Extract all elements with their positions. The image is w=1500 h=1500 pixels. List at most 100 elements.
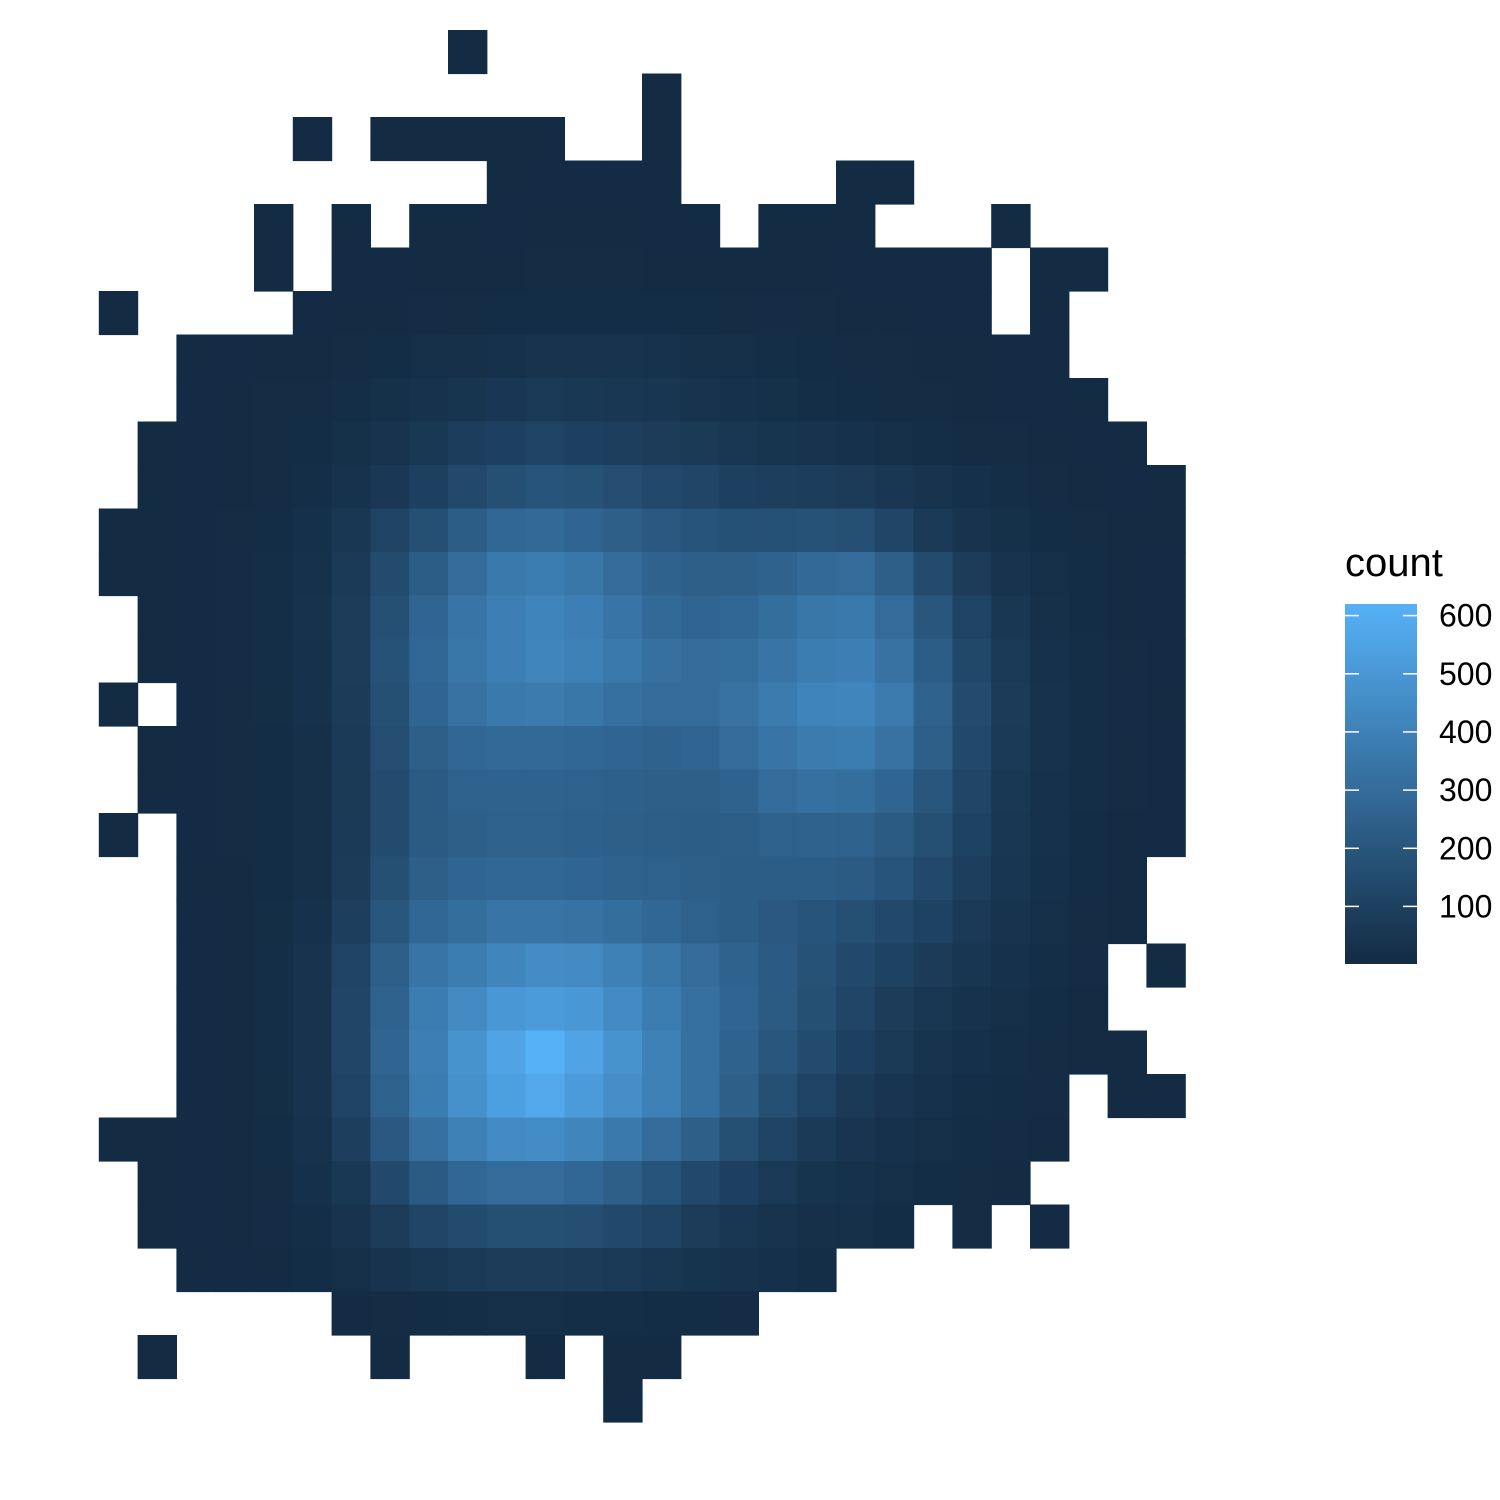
heatmap-tile (797, 1248, 837, 1293)
heatmap-tile (486, 1074, 527, 1119)
heatmap-tile (370, 247, 410, 292)
heatmap-tile (409, 682, 449, 727)
heatmap-tile (292, 987, 333, 1032)
heatmap-tile (292, 1161, 333, 1206)
heatmap-tile (525, 117, 565, 162)
heatmap-tile (642, 987, 682, 1032)
heatmap-tile (370, 291, 410, 336)
heatmap-tile (758, 726, 798, 771)
heatmap-tile (448, 247, 488, 292)
heatmap-tile (758, 247, 798, 292)
heatmap-tile (642, 291, 682, 336)
heatmap-tile (603, 639, 643, 684)
heatmap-tile (370, 726, 410, 771)
heatmap-tile (603, 856, 643, 901)
heatmap-tile (603, 813, 643, 858)
heatmap-tile (254, 682, 294, 727)
heatmap-tile (952, 987, 992, 1032)
heatmap-tile (525, 682, 565, 727)
heatmap-tile (758, 639, 798, 684)
heatmap-tile (409, 421, 449, 466)
legend-tick-label: 500 (1439, 656, 1492, 692)
heatmap-tile (836, 900, 876, 945)
heatmap-tile (176, 1248, 216, 1293)
heatmap-tile (797, 726, 837, 771)
legend-tick-label: 200 (1439, 830, 1492, 866)
heatmap-tile (98, 291, 139, 336)
heatmap-tile (836, 943, 876, 988)
heatmap-tile (525, 856, 565, 901)
heatmap-tile (176, 1204, 216, 1249)
heatmap-tile (797, 1204, 837, 1249)
heatmap-tile (1146, 465, 1186, 510)
heatmap-tile (642, 334, 682, 379)
heatmap-tile (292, 508, 333, 553)
heatmap-tile (642, 465, 682, 510)
heatmap-tile (137, 508, 177, 553)
heatmap-tile (1068, 639, 1109, 684)
heatmap-tile (254, 421, 294, 466)
heatmap-tile (486, 639, 527, 684)
heatmap-tile (564, 334, 604, 379)
heatmap-tile (797, 639, 837, 684)
heatmap-tile (525, 247, 565, 292)
heatmap-tile (409, 595, 449, 640)
heatmap-tile (409, 1074, 449, 1119)
heatmap-tile (603, 943, 643, 988)
legend-tick-label: 100 (1439, 888, 1492, 924)
heatmap-tile (525, 943, 565, 988)
heatmap-tile (215, 1204, 255, 1249)
heatmap-tile (525, 291, 565, 336)
heatmap-tile (680, 204, 721, 249)
heatmap-tile (603, 378, 643, 423)
heatmap-tile (176, 856, 216, 901)
heatmap-tile (719, 900, 759, 945)
heatmap-tile (991, 378, 1031, 423)
heatmap-tile (642, 769, 682, 814)
heatmap-tile (1107, 508, 1147, 553)
heatmap-tile (719, 726, 759, 771)
heatmap-tile (797, 508, 837, 553)
heatmap-tile (331, 943, 371, 988)
heatmap-tile (991, 769, 1031, 814)
heatmap-tile (331, 1030, 371, 1075)
heatmap-tile (409, 813, 449, 858)
heatmap-tile (525, 552, 565, 597)
heatmap-tile (254, 465, 294, 510)
heatmap-tile (409, 117, 449, 162)
heatmap-tile (913, 639, 953, 684)
heatmap-tile (486, 1161, 527, 1206)
heatmap-tile (642, 900, 682, 945)
heatmap-tile (215, 987, 255, 1032)
heatmap-tile (564, 465, 604, 510)
heatmap-tile (719, 682, 759, 727)
heatmap-tile (952, 595, 992, 640)
heatmap-tile (952, 247, 992, 292)
heatmap-tile (137, 769, 177, 814)
heatmap-tile (719, 1074, 759, 1119)
heatmap-tile (1068, 378, 1109, 423)
heatmap-tile (564, 204, 604, 249)
heatmap-tile (564, 1248, 604, 1293)
heatmap-tile (215, 334, 255, 379)
heatmap-tile (254, 1074, 294, 1119)
heatmap-tile (215, 900, 255, 945)
heatmap-tile (176, 1030, 216, 1075)
heatmap-tile (486, 160, 527, 205)
heatmap-tile (680, 943, 721, 988)
heatmap-tile (797, 943, 837, 988)
heatmap-tile (836, 421, 876, 466)
heatmap-tile (448, 726, 488, 771)
heatmap-tile (913, 769, 953, 814)
heatmap-tile (254, 378, 294, 423)
heatmap-tile (525, 639, 565, 684)
heatmap-tile (836, 334, 876, 379)
heatmap-tile (603, 1030, 643, 1075)
heatmap-tile (1107, 595, 1147, 640)
heatmap-tile (680, 334, 721, 379)
heatmap-tile (525, 595, 565, 640)
heatmap-tile (564, 1291, 604, 1336)
heatmap-tile (952, 769, 992, 814)
heatmap-tile (370, 334, 410, 379)
heatmap-tile (1068, 247, 1109, 292)
